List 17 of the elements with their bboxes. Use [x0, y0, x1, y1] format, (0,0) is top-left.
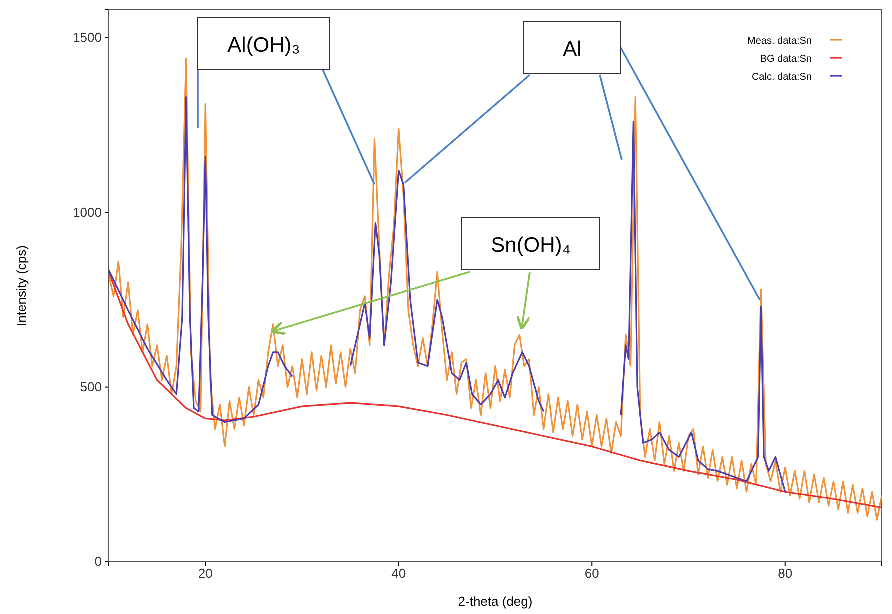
y-tick-label: 500 [80, 379, 102, 394]
y-tick-label: 1500 [73, 30, 102, 46]
x-tick-label: 80 [778, 566, 793, 582]
annotation: Al [563, 38, 582, 61]
y-tick-label: 1000 [73, 204, 102, 220]
legend-label: Meas. data:Sn [748, 36, 812, 47]
x-tick-label: 20 [198, 566, 213, 582]
x-tick-label: 40 [392, 566, 406, 582]
x-tick-label: 60 [584, 566, 600, 582]
legend-label: Calc. data:Sn [752, 72, 812, 83]
y-axis-title: Intensity (cps) [14, 246, 29, 326]
x-axis-title: 2-theta (deg) [458, 594, 533, 609]
legend-label: BG data:Sn [760, 54, 812, 65]
y-tick-label: 0 [94, 554, 102, 570]
annotation: Al(OH)₃ [228, 34, 300, 57]
annotation: Sn(OH)₄ [491, 234, 571, 257]
line-series [109, 271, 882, 509]
